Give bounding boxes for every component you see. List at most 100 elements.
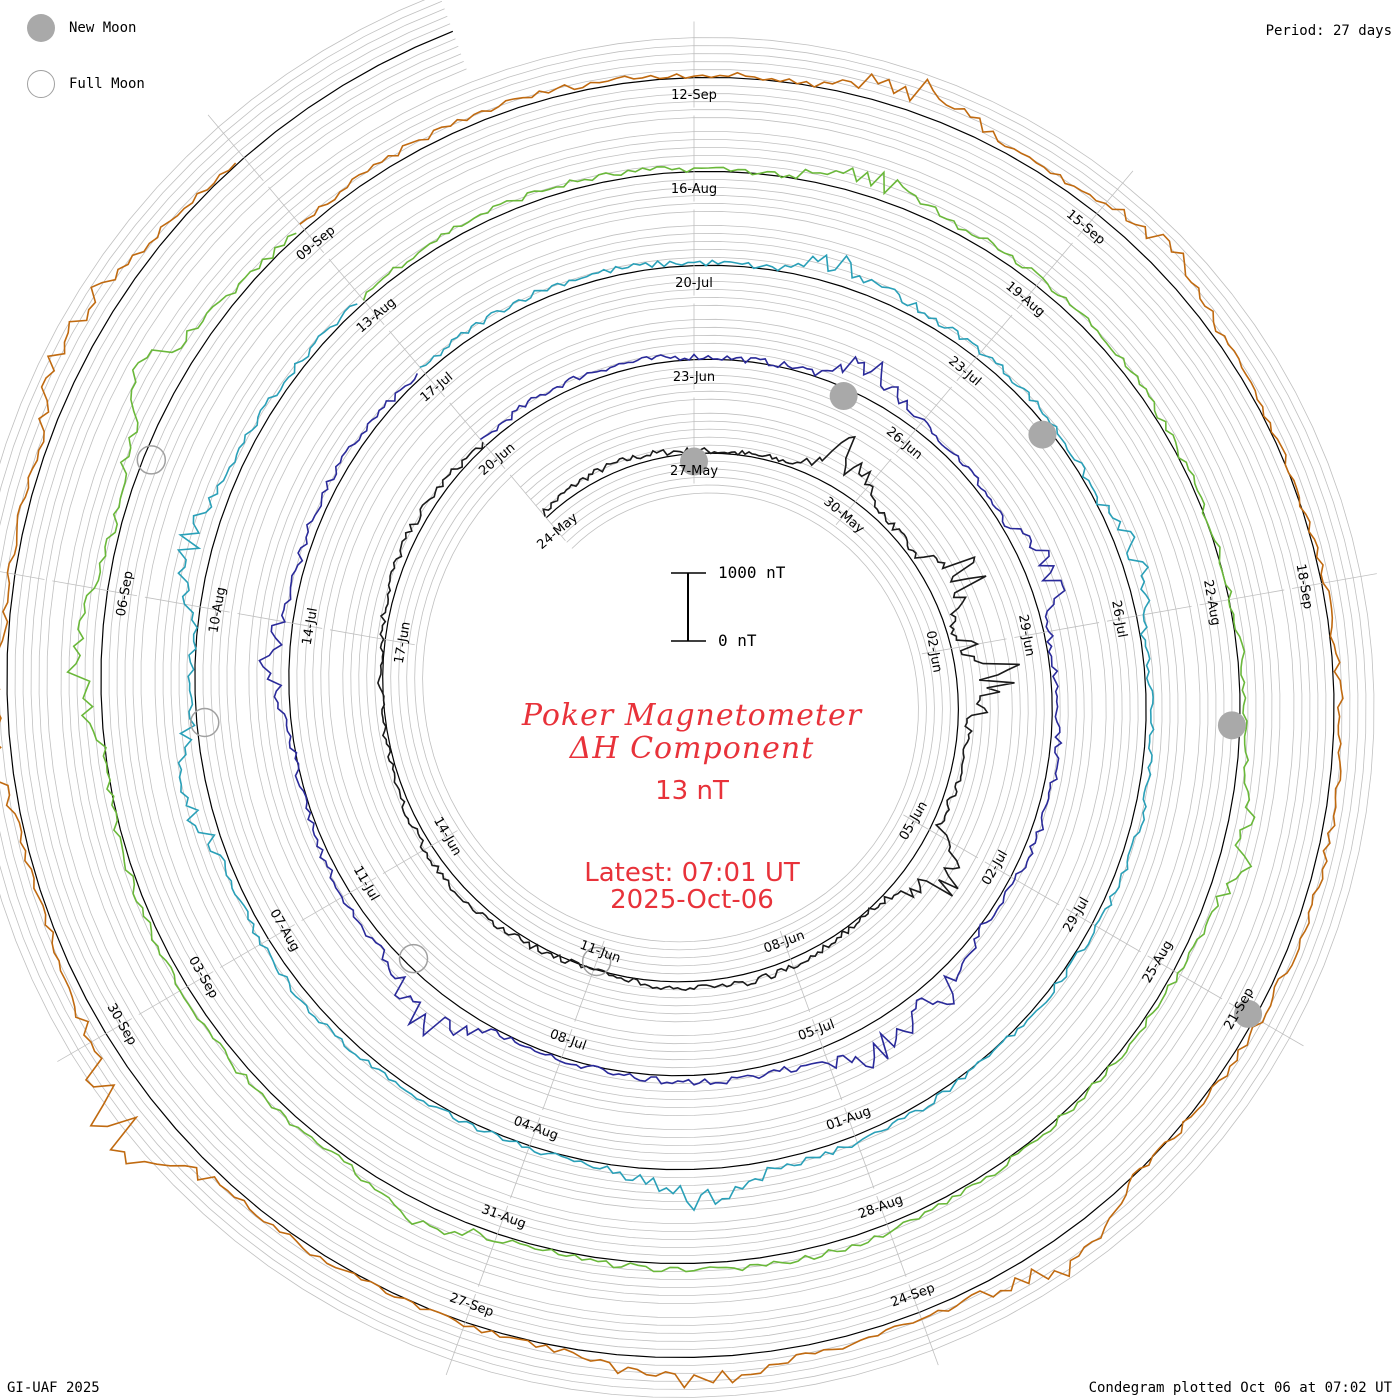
latest-time: Latest: 07:01 UT — [584, 858, 800, 888]
scale-top-label: 1000 nT — [718, 563, 786, 582]
day-spoke — [329, 629, 415, 646]
new-moon-icon — [27, 14, 55, 42]
day-spoke — [268, 186, 325, 254]
day-spoke — [219, 924, 295, 968]
day-spoke — [844, 1107, 875, 1189]
scale-bottom-label: 0 nT — [718, 631, 757, 650]
day-spoke — [1199, 589, 1285, 606]
scale-bar — [671, 572, 706, 642]
date-label: 08-Jul — [548, 1027, 589, 1054]
day-spoke — [449, 402, 506, 470]
day-spoke — [389, 330, 445, 398]
date-label: 03-Sep — [185, 954, 221, 1001]
plotted-timestamp: Condegram plotted Oct 06 at 07:02 UT — [1088, 1380, 1392, 1396]
legend-new-moon: New Moon — [27, 14, 136, 42]
date-label: 14-Jul — [300, 607, 321, 647]
chart-title: Poker Magnetometer — [521, 698, 863, 733]
spiral-grid-line — [38, 61, 1303, 1326]
moon-markers — [136, 382, 1263, 1028]
day-spoke — [510, 1117, 541, 1199]
full-moon-marker — [136, 445, 167, 475]
date-label: 18-Sep — [1293, 563, 1316, 611]
day-spoke — [542, 1029, 573, 1111]
spiral-baseline — [6, 30, 1335, 1359]
data-series — [0, 71, 1344, 1389]
date-label: 26-Jun — [883, 424, 925, 463]
series-line-cycle-1 — [377, 435, 1021, 992]
date-label: 27-May — [670, 464, 718, 479]
day-spokes — [0, 21, 1377, 1376]
new-moon-marker — [1217, 711, 1246, 740]
new-moon-marker — [1234, 999, 1263, 1028]
day-spoke — [574, 940, 605, 1022]
day-spoke — [779, 930, 811, 1012]
day-spoke — [301, 877, 377, 921]
series-line-cycle-4 — [66, 165, 1256, 1273]
full-moon-marker — [581, 946, 612, 977]
day-spoke — [1016, 242, 1073, 310]
date-label: 23-Jun — [673, 370, 715, 385]
day-spoke — [876, 1195, 907, 1277]
date-label: 26-Jul — [1108, 599, 1129, 639]
day-spoke — [1147, 955, 1223, 1000]
day-spoke — [1065, 908, 1141, 953]
day-spoke — [328, 258, 385, 326]
date-label: 22-Aug — [1200, 579, 1223, 627]
latest-date: 2025-Oct-06 — [610, 885, 774, 915]
day-spoke — [237, 613, 323, 629]
day-spoke — [984, 861, 1060, 906]
day-spoke — [57, 1018, 133, 1062]
full-moon-marker — [398, 943, 429, 974]
full-moon-marker — [190, 707, 220, 738]
spiral-grid-line — [30, 53, 1311, 1334]
day-spoke — [1014, 622, 1100, 638]
series-line-cycle-3 — [176, 253, 1155, 1212]
day-spoke — [835, 458, 892, 526]
date-label: 10-Aug — [206, 586, 229, 634]
date-label: 30-Sep — [104, 1001, 140, 1048]
day-spoke — [1292, 573, 1377, 589]
legend-full-moon: Full Moon — [27, 70, 145, 98]
day-spoke — [207, 114, 264, 182]
day-spoke — [921, 638, 1007, 655]
full-moon-icon — [27, 70, 55, 98]
day-spoke — [0, 571, 45, 580]
date-label: 17-Jun — [392, 621, 414, 665]
new-moon-marker — [829, 382, 858, 411]
date-label: 08-Jun — [762, 928, 807, 957]
spiral-grid-line — [0, 15, 1351, 1374]
date-label: 09-Sep — [294, 223, 339, 264]
day-spoke — [477, 1205, 509, 1287]
spiral-grid-line — [22, 45, 1319, 1342]
date-label: 29-Jun — [1015, 613, 1037, 657]
date-label: 16-Aug — [671, 182, 717, 197]
day-spoke — [903, 814, 979, 859]
day-spoke — [144, 596, 230, 613]
day-spoke — [382, 830, 458, 874]
date-label: 20-Jul — [675, 276, 713, 291]
series-line-cycle-2 — [258, 353, 1066, 1086]
date-label: 06-Sep — [114, 570, 137, 618]
date-label: 02-Jun — [923, 630, 945, 674]
day-spoke — [908, 1284, 939, 1366]
date-label: 13-Aug — [354, 295, 399, 336]
spiral-grid-line — [0, 0, 1367, 1390]
full-moon-label: Full Moon — [69, 76, 145, 92]
day-spoke — [1106, 605, 1192, 622]
series-line-cycle-5 — [0, 71, 1344, 1389]
new-moon-marker — [680, 447, 708, 476]
day-spoke — [509, 474, 566, 542]
day-spoke — [138, 971, 214, 1015]
copyright-label: GI-UAF 2025 — [7, 1380, 100, 1396]
day-spoke — [956, 314, 1013, 382]
current-value: 13 nT — [655, 776, 729, 806]
spiral-grid-line — [46, 68, 1295, 1318]
chart-subtitle: ΔH Component — [569, 731, 815, 766]
day-spoke — [812, 1019, 843, 1101]
period-label: Period: 27 days — [1265, 23, 1392, 39]
date-label: 25-Aug — [1140, 938, 1176, 986]
spiral-grid-line — [14, 38, 1327, 1350]
